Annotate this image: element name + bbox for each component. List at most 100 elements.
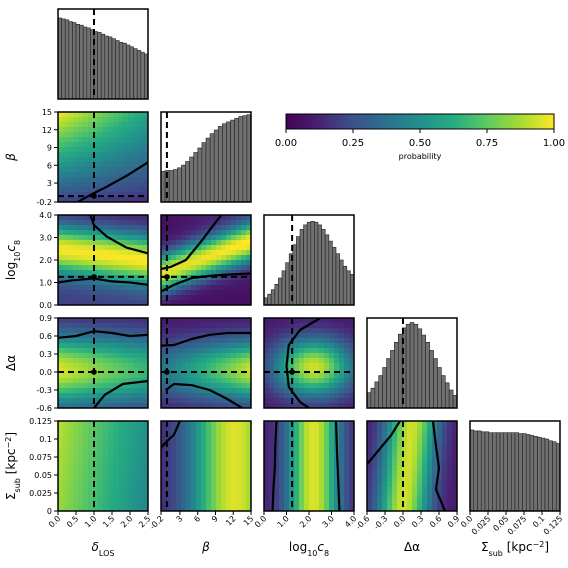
heatmap-cell [123,343,129,349]
heatmap-cell [176,235,182,241]
heatmap-cell [181,368,187,374]
x-axis-label-delta-los: δLOS [92,540,115,558]
heatmap-cell [206,466,212,472]
hist-bar [242,115,248,203]
heatmap-cell [201,486,207,492]
heatmap-cell [442,446,448,452]
heatmap-cell [181,240,187,246]
heatmap-cell [387,461,393,467]
heatmap-cell [58,290,64,296]
heatmap-cell [68,132,74,138]
heatmap-cell [143,117,149,123]
heatmap-cell [103,491,109,497]
heatmap-cell [299,333,305,339]
heatmap-cell [93,378,99,384]
heatmap-cell [299,323,305,329]
heatmap-cell [196,230,202,236]
heatmap-cell [166,318,172,324]
heatmap-cell [176,368,182,374]
heatmap-cell [417,426,423,432]
x-tick-label: 0.0 [253,514,268,529]
heatmap-cell [133,295,139,301]
heatmap-cell [279,393,285,399]
heatmap-cell [108,353,114,359]
heatmap-cell [73,255,79,261]
heatmap-cell [93,295,99,301]
heatmap-cell [138,112,144,118]
heatmap-cell [68,152,74,158]
heatmap-cell [392,466,398,472]
heatmap-cell [329,496,335,502]
heatmap-cell [236,343,242,349]
heatmap-cell [211,245,217,251]
heatmap-cell [392,481,398,487]
heatmap-cell [171,501,177,507]
heatmap-cell [349,328,355,334]
heatmap-cell [334,398,340,404]
heatmap-cell [171,451,177,457]
heatmap-cell [407,486,413,492]
heatmap-cell [367,491,373,497]
heatmap-cell [206,260,212,266]
heatmap-cell [309,446,315,452]
heatmap-cell [171,496,177,502]
heatmap-cell [63,192,69,198]
heatmap-cell [387,456,393,462]
heatmap-cell [108,451,114,457]
heatmap-cell [274,481,280,487]
heatmap-cell [246,333,252,339]
heatmap-cell [339,393,345,399]
heatmap-cell [412,456,418,462]
heatmap-cell [377,496,383,502]
heatmap-cell [186,426,192,432]
hist-bar [390,350,395,409]
heatmap-cell [231,373,237,379]
heatmap-cell [427,456,433,462]
heatmap-cell [186,215,192,221]
heatmap-cell [58,318,64,324]
hist-bar [332,247,337,306]
heatmap-cell [161,338,167,344]
heatmap-cell [211,506,217,512]
x-tick-label: -0.6 [354,514,371,531]
heatmap-cell [123,137,129,143]
heatmap-cell [93,280,99,286]
heatmap-cell [186,290,192,296]
heatmap-cell [113,112,119,118]
heatmap-cell [196,353,202,359]
heatmap-cell [186,270,192,276]
heatmap-cell [138,496,144,502]
heatmap-cell [181,235,187,241]
heatmap-cell [191,358,197,364]
heatmap-cell [211,373,217,379]
heatmap-cell [191,300,197,306]
heatmap-cell [241,476,247,482]
y-tick-label: 0.0 [39,301,52,310]
heatmap-cell [407,466,413,472]
heatmap-cell [191,441,197,447]
heatmap-cell [344,338,350,344]
heatmap-cell [161,260,167,266]
heatmap-cell [98,393,104,399]
heatmap-cell [113,162,119,168]
heatmap-cell [211,240,217,246]
heatmap-cell [88,328,94,334]
heatmap-cell [422,491,428,497]
heatmap-cell [98,285,104,291]
heatmap-cell [143,388,149,394]
heatmap-cell [103,187,109,193]
heatmap-cell [118,398,124,404]
x-tick-label: 15 [242,514,256,528]
heatmap-cell [216,270,222,276]
heatmap-cell [63,250,69,256]
heatmap-cell [221,431,227,437]
heatmap-cell [93,501,99,507]
x-tick-label: 0.5 [65,514,80,529]
heatmap-cell [128,373,134,379]
heatmap-cell [133,275,139,281]
heatmap-cell [171,338,177,344]
heatmap-cell [319,491,325,497]
heatmap-cell [304,378,310,384]
heatmap-cell [133,393,139,399]
heatmap-cell [329,491,335,497]
